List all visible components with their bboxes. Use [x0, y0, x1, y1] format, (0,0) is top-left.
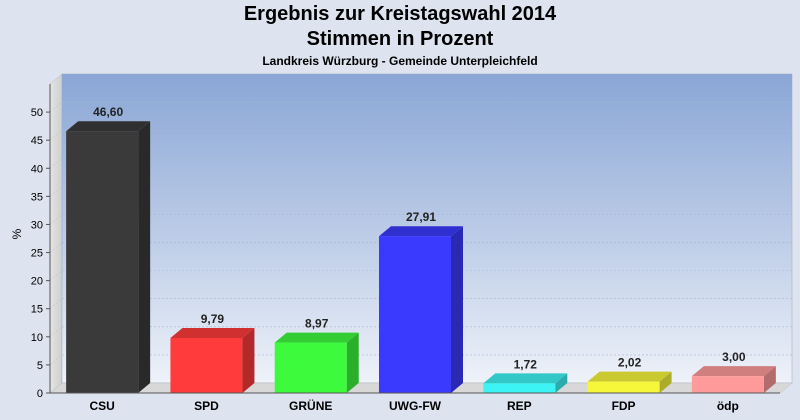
y-tick-label: 5 [37, 360, 43, 372]
gridline-side [49, 354, 63, 366]
bar-side [555, 373, 568, 393]
gridline-side [49, 186, 63, 197]
gridline-side [49, 158, 63, 169]
left-wall [49, 73, 63, 394]
y-tick-label: 15 [31, 304, 43, 316]
bar-top [66, 121, 151, 132]
chart-title: Ergebnis zur Kreistagswahl 2014 [243, 3, 557, 25]
gridline-side [49, 101, 63, 113]
bar-top [379, 226, 463, 237]
y-axis-label: % [10, 228, 24, 239]
gridline-side [49, 298, 63, 309]
bar-side [763, 366, 776, 393]
y-tick-label: 20 [31, 276, 43, 288]
bar-fdp: 2,02 [587, 356, 672, 393]
bar-front [587, 381, 660, 393]
bar-side [659, 371, 672, 393]
chart-caption: Landkreis Würzburg - Gemeinde Unterpleic… [262, 54, 538, 68]
y-tick-label: 0 [37, 388, 43, 400]
x-tick-label: REP [507, 399, 532, 413]
x-tick-label: UWG-FW [389, 399, 442, 413]
y-tick-label: 50 [31, 107, 43, 119]
data-label: 3,00 [722, 350, 746, 364]
bar-csu: 46,60 [66, 105, 151, 394]
bar-top [274, 332, 359, 343]
y-tick-label: 40 [31, 163, 43, 175]
y-axis: 0 5 10 15 20 25 30 35 40 45 50 [31, 84, 51, 400]
data-label: 27,91 [406, 210, 436, 224]
bar-side [138, 121, 151, 394]
data-label: 8,97 [305, 317, 329, 331]
bar-grüne: 8,97 [274, 317, 359, 393]
x-axis: CSU SPD GRÜNE UWG-FW REP FDP ödp [50, 392, 780, 413]
bar-top [587, 371, 672, 382]
bar-front [66, 131, 139, 393]
bar-spd: 9,79 [170, 312, 255, 393]
y-tick-label: 30 [31, 219, 43, 231]
gridline-side [49, 242, 63, 253]
bar-front [170, 337, 243, 393]
bar-rep: 1,72 [483, 357, 568, 393]
bar-uwg-fw: 27,91 [379, 210, 463, 393]
x-tick-label: SPD [194, 399, 219, 413]
y-tick-label: 25 [31, 248, 43, 260]
bar-side [451, 226, 463, 393]
gridline-side [49, 326, 63, 338]
bar-front [274, 342, 347, 393]
bar-side [242, 327, 255, 393]
y-tick-label: 35 [31, 191, 43, 203]
bar-front [483, 383, 556, 393]
x-tick-label: FDP [612, 399, 636, 413]
data-label: 46,60 [93, 105, 123, 119]
bar-front [379, 236, 451, 393]
data-label: 2,02 [618, 356, 642, 370]
x-tick-label: ödp [717, 399, 739, 413]
y-tick-label: 45 [31, 135, 43, 147]
bars: 46,60 9,79 8,97 27,91 1,72 2,02 3,00 [66, 105, 776, 394]
x-tick-label: GRÜNE [289, 398, 332, 413]
bar-ödp: 3,00 [691, 350, 776, 393]
bar-front [691, 376, 764, 393]
gridline-side [49, 129, 63, 141]
bar-top [483, 373, 568, 384]
chart-subtitle: Stimmen in Prozent [306, 28, 494, 50]
bar-side [346, 332, 359, 393]
gridline-side [49, 214, 63, 225]
gridline-side [49, 270, 63, 281]
y-tick-label: 10 [31, 332, 43, 344]
data-label: 1,72 [514, 357, 538, 371]
bar-top [170, 327, 255, 338]
bar-top [691, 366, 776, 377]
data-label: 9,79 [201, 312, 225, 326]
x-tick-label: CSU [89, 399, 114, 413]
